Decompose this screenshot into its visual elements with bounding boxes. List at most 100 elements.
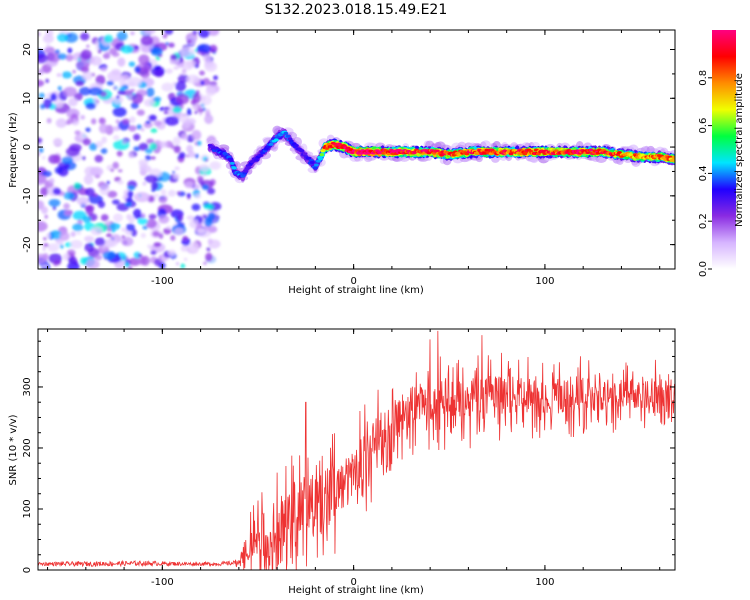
spectrogram-x-label: Height of straight line (km) [288,285,424,296]
noise-blob [85,205,94,216]
noise-blob [63,191,75,200]
y-tick-label: 0 [22,567,33,573]
noise-blob [38,31,42,37]
noise-blob [63,86,77,97]
ridge-cell [670,158,675,162]
noise-blob [185,118,197,125]
noise-blob [191,129,202,141]
noise-blob [182,235,188,241]
noise-blob [112,161,120,170]
colorbar-tick-label: 0.0 [698,261,709,277]
noise-blob [148,214,157,220]
noise-blob [47,243,59,252]
noise-blob [160,189,167,196]
noise-blob [127,266,133,269]
noise-blob [136,109,145,116]
noise-blob [38,92,46,98]
noise-blob [128,152,134,159]
noise-blob [151,181,159,190]
noise-blob [112,95,124,104]
noise-blob [176,94,190,105]
noise-blob [72,223,84,232]
noise-blob [117,89,126,96]
noise-blob [42,155,46,160]
noise-blob [141,30,152,36]
noise-blob [97,200,105,209]
ridge-cell [283,131,289,135]
ridge-cell [268,142,274,146]
noise-blob [105,51,111,56]
ridge-cell [309,161,315,165]
ridge-cell [318,157,324,161]
x-tick-label: 0 [350,276,356,287]
noise-blob [61,156,74,164]
noise-blob [140,213,146,218]
noise-blob [112,199,120,205]
noise-blob [80,257,88,265]
noise-blob [113,139,130,151]
noise-blob [128,125,137,132]
noise-blob [163,227,172,235]
noise-blob [204,114,214,125]
noise-blob [88,86,103,96]
y-tick-label: 0 [22,144,33,150]
noise-blob [158,233,164,239]
noise-blob [90,55,102,66]
noise-blob [63,203,70,210]
ridge-cell [294,143,299,147]
noise-blob [112,126,121,132]
noise-blob [138,142,149,151]
noise-blob [131,93,144,104]
noise-blob [76,231,82,235]
noise-blob [173,173,180,179]
noise-blob [140,255,150,266]
ridge-cell [671,155,675,159]
noise-blob [46,117,52,124]
noise-blob [163,110,169,115]
ridge-cell [265,144,271,148]
noise-blob [130,31,135,36]
noise-blob [45,78,49,83]
noise-blob [207,238,213,245]
noise-blob [154,258,162,267]
noise-blob [52,206,57,210]
noise-blob [75,80,85,87]
noise-blob [83,235,95,243]
noise-blob [79,32,90,41]
noise-blob [125,202,132,207]
noise-blob [42,170,52,178]
noise-blob [145,120,151,125]
noise-blob [170,60,174,65]
noise-blob [168,42,175,48]
noise-blob [177,74,190,83]
noise-blob [205,252,213,262]
noise-blob [164,106,170,111]
noise-blob [82,70,93,81]
noise-blob [142,181,147,186]
noise-blob [44,214,49,219]
noise-blob [83,174,94,185]
noise-blob [68,256,77,265]
noise-blob [70,239,83,249]
noise-blob [186,60,196,68]
noise-blob [184,181,194,189]
noise-blob [174,166,180,171]
noise-blob [38,79,45,87]
noise-blob [176,191,181,195]
noise-blob [165,42,169,46]
noise-blob [111,228,116,233]
noise-blob [109,222,121,231]
noise-blob [209,48,215,53]
noise-blob [186,144,194,153]
colorbar-tick-label: 0.2 [698,213,709,229]
noise-blob [44,46,55,54]
noise-blob [59,244,64,249]
noise-blob [180,263,186,269]
noise-blob [167,189,176,197]
noise-blob [52,187,61,195]
noise-blob [166,225,172,230]
noise-blob [116,150,123,157]
noise-blob [116,95,120,99]
noise-blob [59,231,70,241]
